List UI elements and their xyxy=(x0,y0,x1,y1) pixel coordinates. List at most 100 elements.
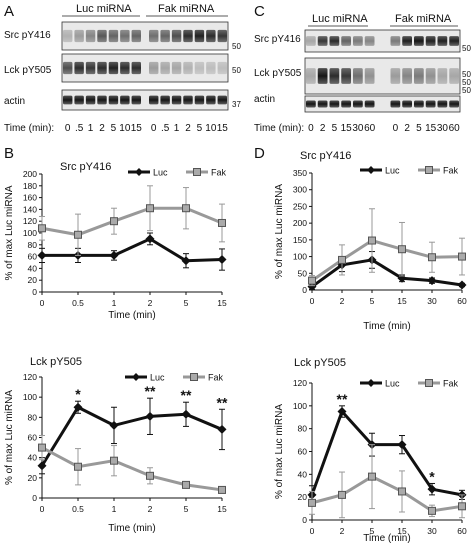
y-tick-label: 180 xyxy=(23,181,37,191)
x-axis-label: Time (min) xyxy=(363,321,410,332)
blot-a-band xyxy=(63,61,73,75)
x-tick-label: 5 xyxy=(370,296,375,306)
data-point xyxy=(74,462,82,471)
data-point xyxy=(109,420,119,430)
legend-label: Luc xyxy=(150,373,165,383)
data-point xyxy=(181,256,191,266)
blot-a-band xyxy=(108,29,119,43)
x-tick-label: 0.5 xyxy=(72,298,84,308)
blot-a-band xyxy=(160,61,170,75)
blot-a-mw-1: 50 xyxy=(232,42,241,51)
blot-a-band xyxy=(194,61,205,75)
blot-a-row-src: Src pY416 xyxy=(4,30,51,41)
y-tick-label: 100 xyxy=(293,401,307,411)
y-tick-label: 140 xyxy=(23,204,37,214)
y-tick-label: 250 xyxy=(293,201,307,211)
y-axis-label: % of max Luc miRNA xyxy=(274,184,285,279)
y-tick-label: 350 xyxy=(293,168,307,178)
x-tick-label: 0 xyxy=(310,296,315,306)
data-point xyxy=(397,440,407,450)
x-tick-label: 5 xyxy=(370,526,375,536)
legend-marker xyxy=(190,373,198,381)
y-tick-label: 40 xyxy=(28,453,38,463)
x-tick-label: 0.5 xyxy=(72,504,84,514)
blot-c-row-lck: Lck pY505 xyxy=(254,68,302,79)
data-point xyxy=(218,218,226,227)
blot-c-strip xyxy=(304,29,461,53)
data-point xyxy=(37,250,47,260)
data-point xyxy=(145,234,155,244)
x-tick-label: 15 xyxy=(397,296,407,306)
data-point xyxy=(457,280,467,290)
data-point xyxy=(458,252,466,261)
x-tick-label: 15 xyxy=(217,298,227,308)
blot-c-group-luc: Luc miRNA xyxy=(312,13,368,25)
significance-marker: ** xyxy=(217,394,228,410)
blot-c-band xyxy=(414,36,424,46)
y-tick-label: 80 xyxy=(28,240,38,250)
blot-a-band xyxy=(108,95,119,105)
blot-c-band xyxy=(414,68,424,84)
y-tick-label: 120 xyxy=(23,216,37,226)
blot-a-time-tick: 15 xyxy=(131,123,143,134)
blot-a-band xyxy=(63,95,73,105)
y-tick-label: 50 xyxy=(298,268,308,278)
blot-c-band xyxy=(341,100,351,108)
legend-marker xyxy=(367,166,375,174)
blot-a-band xyxy=(97,61,107,75)
blot-a-band xyxy=(183,95,193,105)
blot-c-band xyxy=(353,36,363,46)
x-tick-label: 5 xyxy=(184,298,189,308)
y-tick-label: 40 xyxy=(28,263,38,273)
y-tick-label: 60 xyxy=(298,447,308,457)
blot-c-time-tick: 15 xyxy=(341,123,353,134)
y-tick-label: 150 xyxy=(293,235,307,245)
blot-c-band xyxy=(329,100,340,108)
blot-c-time-tick: 30 xyxy=(352,123,364,134)
blot-a-band xyxy=(131,95,141,105)
blot-c-band xyxy=(364,36,375,46)
series-line xyxy=(311,258,463,288)
blot-a-group-fak: Fak miRNA xyxy=(158,3,215,15)
blot-c-band xyxy=(449,68,459,84)
blot-a-band xyxy=(171,95,182,105)
data-point xyxy=(38,443,46,452)
legend: Luc Fak xyxy=(128,168,227,178)
blot-c-time-tick: 2 xyxy=(320,123,326,134)
blot-a-band xyxy=(149,29,159,43)
y-tick-label: 200 xyxy=(293,218,307,228)
series-luc xyxy=(37,397,227,475)
blot-a-band xyxy=(85,61,96,75)
blot-c-band xyxy=(437,36,448,46)
data-point xyxy=(146,204,154,213)
data-point xyxy=(427,484,437,494)
y-tick-label: 0 xyxy=(32,287,37,297)
blot-c-band xyxy=(390,36,401,46)
series-luc xyxy=(37,232,227,271)
legend-label: Fak xyxy=(443,166,459,176)
series-fak xyxy=(38,185,226,256)
y-axis-label: % of max Luc miRNA xyxy=(274,404,285,499)
blot-c-time-tick: 15 xyxy=(425,123,437,134)
blot-c-time-tick: 5 xyxy=(416,123,422,134)
series-luc xyxy=(307,405,467,505)
legend-marker xyxy=(132,373,140,381)
blot-a-band xyxy=(97,29,107,43)
blot-a-time-tick: 2 xyxy=(99,123,105,134)
blot-a-time-label: Time (min): xyxy=(4,123,54,134)
data-point xyxy=(37,461,47,471)
data-point xyxy=(428,506,436,515)
legend-label: Fak xyxy=(211,168,227,178)
blot-a-time-tick: 0 xyxy=(151,123,157,134)
data-point xyxy=(182,204,190,213)
panel-letter-b: B xyxy=(4,145,14,162)
blot-a-time-tick: .5 xyxy=(75,123,84,134)
series-line xyxy=(41,206,223,237)
panel-letter-a: A xyxy=(4,3,14,20)
legend-marker xyxy=(135,168,143,176)
blot-a-time-tick: 2 xyxy=(185,123,191,134)
y-tick-label: 120 xyxy=(23,372,37,382)
data-point xyxy=(110,456,118,465)
x-tick-label: 0 xyxy=(310,526,315,536)
